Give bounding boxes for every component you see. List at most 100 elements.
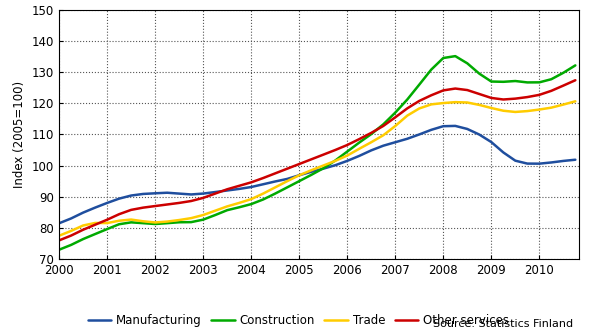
Trade — [67, 229, 74, 233]
Other services — [56, 238, 63, 242]
Other services — [212, 192, 219, 196]
Construction — [452, 54, 459, 58]
Construction — [476, 72, 483, 76]
Manufacturing — [236, 187, 243, 191]
Trade — [452, 100, 459, 104]
Manufacturing — [392, 140, 399, 144]
Construction — [212, 213, 219, 217]
Other services — [500, 98, 507, 102]
Manufacturing — [379, 144, 387, 148]
Construction — [56, 248, 63, 252]
Trade — [415, 107, 423, 111]
Text: Source: Statistics Finland: Source: Statistics Finland — [433, 319, 573, 329]
Construction — [548, 77, 555, 81]
Trade — [524, 109, 531, 113]
Trade — [164, 219, 171, 223]
Other services — [379, 124, 387, 128]
Other services — [259, 176, 267, 180]
Construction — [428, 68, 435, 72]
Manufacturing — [92, 206, 99, 209]
Trade — [488, 106, 495, 110]
Manufacturing — [139, 192, 147, 196]
Other services — [103, 218, 111, 222]
Manufacturing — [187, 193, 194, 197]
Construction — [379, 123, 387, 126]
Other services — [428, 93, 435, 97]
Manufacturing — [404, 137, 411, 141]
Trade — [440, 101, 447, 105]
Line: Construction: Construction — [59, 56, 575, 250]
Manufacturing — [176, 192, 183, 196]
Trade — [428, 102, 435, 106]
Other services — [116, 212, 123, 216]
Manufacturing — [128, 194, 135, 198]
Manufacturing — [212, 190, 219, 194]
Construction — [344, 150, 351, 154]
Other services — [236, 184, 243, 188]
Trade — [272, 185, 279, 189]
Y-axis label: Index (2005=100): Index (2005=100) — [14, 81, 27, 188]
Trade — [404, 114, 411, 118]
Other services — [452, 87, 459, 91]
Other services — [536, 93, 543, 97]
Manufacturing — [56, 221, 63, 225]
Line: Other services: Other services — [59, 80, 575, 240]
Manufacturing — [259, 182, 267, 186]
Other services — [284, 167, 291, 171]
Construction — [415, 83, 423, 87]
Manufacturing — [152, 191, 159, 195]
Manufacturing — [464, 127, 471, 131]
Manufacturing — [548, 160, 555, 164]
Construction — [500, 80, 507, 84]
Trade — [248, 197, 255, 201]
Construction — [404, 98, 411, 102]
Construction — [200, 218, 207, 222]
Manufacturing — [524, 162, 531, 166]
Other services — [392, 115, 399, 119]
Other services — [67, 234, 74, 238]
Other services — [152, 204, 159, 208]
Manufacturing — [512, 159, 519, 163]
Trade — [332, 159, 339, 163]
Trade — [308, 168, 315, 172]
Manufacturing — [356, 154, 363, 158]
Construction — [259, 198, 267, 202]
Line: Manufacturing: Manufacturing — [59, 126, 575, 223]
Construction — [488, 80, 495, 84]
Other services — [368, 131, 375, 135]
Trade — [223, 205, 230, 208]
Other services — [128, 208, 135, 212]
Construction — [152, 222, 159, 226]
Other services — [404, 106, 411, 110]
Manufacturing — [452, 124, 459, 128]
Construction — [92, 232, 99, 236]
Manufacturing — [272, 180, 279, 184]
Construction — [308, 173, 315, 177]
Trade — [296, 173, 303, 177]
Trade — [152, 220, 159, 224]
Other services — [164, 203, 171, 207]
Other services — [415, 99, 423, 103]
Trade — [392, 124, 399, 128]
Trade — [259, 192, 267, 196]
Construction — [392, 111, 399, 115]
Manufacturing — [296, 173, 303, 177]
Construction — [560, 71, 567, 75]
Construction — [164, 221, 171, 225]
Other services — [560, 84, 567, 88]
Trade — [560, 103, 567, 107]
Manufacturing — [571, 158, 579, 162]
Trade — [464, 101, 471, 105]
Construction — [139, 221, 147, 225]
Other services — [139, 206, 147, 209]
Manufacturing — [248, 185, 255, 189]
Construction — [440, 56, 447, 60]
Manufacturing — [536, 162, 543, 166]
Trade — [116, 219, 123, 223]
Legend: Manufacturing, Construction, Trade, Other services: Manufacturing, Construction, Trade, Othe… — [83, 310, 514, 332]
Construction — [103, 227, 111, 231]
Trade — [103, 221, 111, 225]
Trade — [320, 164, 327, 168]
Trade — [187, 216, 194, 220]
Manufacturing — [308, 170, 315, 174]
